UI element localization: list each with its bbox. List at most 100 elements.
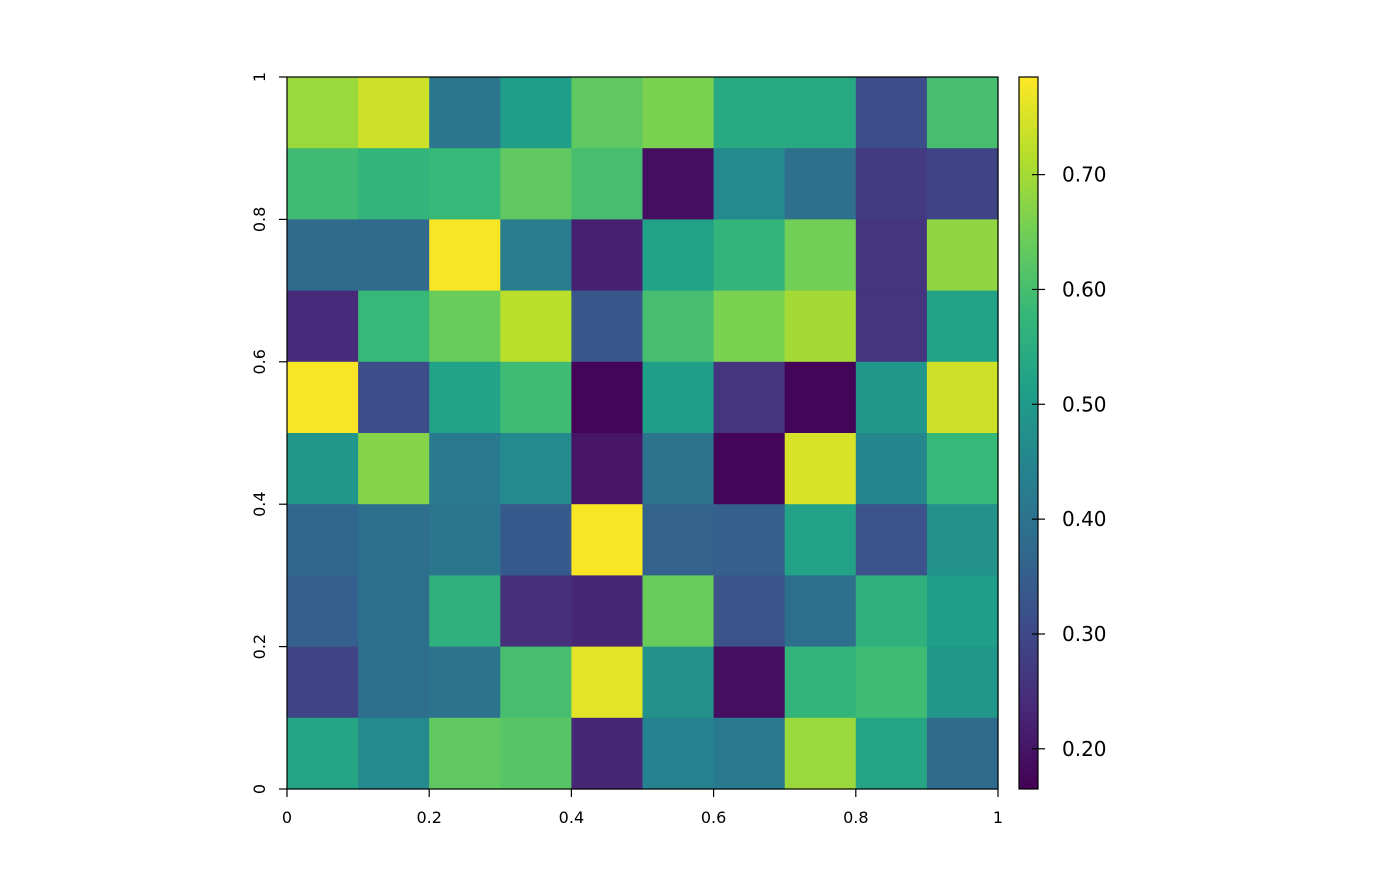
heatmap-cell [429, 219, 501, 292]
heatmap-cell [571, 148, 644, 220]
heatmap-cell [287, 433, 359, 505]
heatmap-cell [500, 575, 572, 648]
heatmap-cell [571, 361, 644, 434]
heatmap-cell [500, 646, 572, 719]
heatmap-cell [855, 77, 928, 149]
heatmap-cell [926, 219, 999, 292]
heatmap-cell [855, 361, 928, 434]
y-tick-label: 0.2 [250, 634, 269, 659]
heatmap-cell [784, 575, 857, 648]
heatmap-cell [429, 148, 501, 220]
heatmap-cell [713, 575, 786, 648]
y-axis: 0 0.2 0.4 0.6 0.8 1 [250, 72, 287, 794]
heatmap-cell [642, 77, 715, 149]
heatmap-cell [642, 717, 715, 790]
heatmap-cell [358, 646, 430, 719]
heatmap-cell [642, 361, 715, 434]
heatmap-cell [500, 361, 572, 434]
x-tick-label: 0.2 [416, 808, 441, 827]
heatmap-cell [926, 433, 999, 505]
heatmap-cell [571, 504, 644, 576]
heatmap-cell [784, 646, 857, 719]
heatmap-cell [642, 219, 715, 292]
heatmap-cell [926, 290, 999, 363]
heatmap-cell [926, 575, 999, 648]
heatmap-cell [287, 575, 359, 648]
heatmap-cell [287, 504, 359, 576]
heatmap-cell [429, 77, 501, 149]
heatmap-cell [784, 77, 857, 149]
heatmap-cell [358, 433, 430, 505]
y-tick-label: 0.8 [250, 207, 269, 232]
heatmap-cell [926, 504, 999, 576]
heatmap-cell [429, 361, 501, 434]
heatmap-cell [855, 219, 928, 292]
colorbar-gradient [1019, 77, 1038, 789]
heatmap-cell [926, 77, 999, 149]
heatmap-cell [713, 504, 786, 576]
heatmap-cell [358, 504, 430, 576]
heatmap-cell [855, 504, 928, 576]
y-tick-label: 0 [250, 784, 269, 794]
heatmap-cell [287, 290, 359, 363]
heatmap-cell [429, 717, 501, 790]
heatmap-cell [642, 148, 715, 220]
heatmap-cells [287, 77, 999, 790]
colorbar-tick-label: 0.70 [1062, 163, 1107, 187]
heatmap-cell [571, 717, 644, 790]
heatmap-cell [784, 504, 857, 576]
heatmap-cell [358, 290, 430, 363]
heatmap-cell [287, 148, 359, 220]
heatmap-cell [784, 219, 857, 292]
heatmap-cell [784, 148, 857, 220]
x-tick-label: 0.8 [843, 808, 868, 827]
heatmap-cell [429, 504, 501, 576]
heatmap-cell [713, 148, 786, 220]
heatmap-cell [642, 504, 715, 576]
heatmap-cell [500, 504, 572, 576]
heatmap-cell [358, 148, 430, 220]
heatmap-cell [713, 646, 786, 719]
colorbar-tick-label: 0.50 [1062, 392, 1107, 416]
heatmap-cell [500, 148, 572, 220]
heatmap-cell [713, 717, 786, 790]
heatmap-cell [855, 290, 928, 363]
heatmap-cell [429, 575, 501, 648]
heatmap-cell [429, 433, 501, 505]
heatmap-cell [784, 717, 857, 790]
heatmap-cell [713, 433, 786, 505]
heatmap-cell [784, 433, 857, 505]
heatmap-cell [287, 77, 359, 149]
x-tick-label: 1 [993, 808, 1003, 827]
heatmap-cell [500, 717, 572, 790]
heatmap-cell [926, 646, 999, 719]
plot-frame [286, 76, 999, 790]
heatmap-cell [571, 433, 644, 505]
heatmap-cell [926, 361, 999, 434]
heatmap-cell [500, 77, 572, 149]
heatmap-cell [287, 717, 359, 790]
heatmap-cell [713, 219, 786, 292]
colorbar-tick-label: 0.60 [1062, 277, 1107, 301]
heatmap-cell [571, 77, 644, 149]
heatmap-cell [571, 290, 644, 363]
heatmap-cell [855, 148, 928, 220]
colorbar-tick-label: 0.20 [1062, 737, 1107, 761]
heatmap-cell [429, 646, 501, 719]
y-tick-label: 1 [250, 72, 269, 82]
heatmap-cell [287, 361, 359, 434]
heatmap-cell [642, 646, 715, 719]
heatmap-cell [784, 290, 857, 363]
y-tick-label: 0.4 [250, 491, 269, 516]
heatmap-cell [642, 290, 715, 363]
heatmap-cell [500, 219, 572, 292]
heatmap-cell [926, 148, 999, 220]
heatmap-cell [287, 219, 359, 292]
heatmap-cell [358, 361, 430, 434]
heatmap-cell [358, 77, 430, 149]
heatmap-cell [429, 290, 501, 363]
x-tick-label: 0 [282, 808, 292, 827]
colorbar-frame [1018, 76, 1039, 790]
